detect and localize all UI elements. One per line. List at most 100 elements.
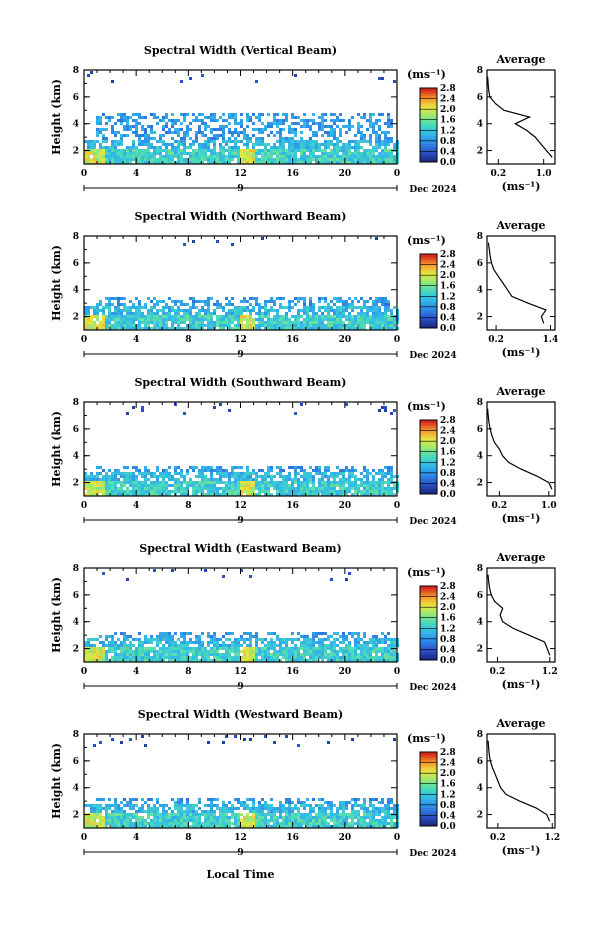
heatmap-cell	[339, 327, 342, 330]
heatmap-cell	[276, 146, 279, 149]
heatmap-cell	[189, 161, 192, 164]
heatmap-cell	[156, 469, 159, 472]
heatmap-cell	[162, 321, 165, 324]
heatmap-cell	[288, 825, 291, 828]
heatmap-cell	[186, 113, 189, 116]
heatmap-cell	[234, 641, 237, 644]
heatmap-cell	[153, 487, 156, 490]
heatmap-cell	[255, 152, 258, 155]
heatmap-cell	[243, 137, 246, 140]
heatmap-cell	[273, 653, 276, 656]
heatmap-cell	[264, 155, 267, 158]
heatmap-cell	[285, 481, 288, 484]
heatmap-cell	[159, 804, 162, 807]
heatmap-cell	[216, 300, 219, 303]
heatmap-cell	[144, 306, 147, 309]
heatmap-cell	[369, 297, 372, 300]
heatmap-cell	[156, 324, 159, 327]
colorbar-tick-label: 0.4	[440, 147, 456, 157]
panel-2	[83, 401, 556, 523]
heatmap-cell	[153, 146, 156, 149]
heatmap-cell	[189, 819, 192, 822]
heatmap-cell	[372, 113, 375, 116]
heatmap-cell	[156, 466, 159, 469]
heatmap-cell	[177, 300, 180, 303]
heatmap-cell	[315, 490, 318, 493]
heatmap-cell	[321, 119, 324, 122]
heatmap-cell	[309, 306, 312, 309]
heatmap-cell	[366, 312, 369, 315]
heatmap-cell	[240, 155, 243, 158]
heatmap-cell	[282, 161, 285, 164]
heatmap-cell	[120, 490, 123, 493]
heatmap-cell	[294, 819, 297, 822]
heatmap-cell	[339, 647, 342, 650]
heatmap-cell	[168, 155, 171, 158]
x-tick-label: 16	[286, 501, 299, 511]
heatmap-cell	[363, 647, 366, 650]
heatmap-cell	[327, 638, 330, 641]
heatmap-cell	[123, 819, 126, 822]
heatmap-cell	[261, 155, 264, 158]
heatmap-cell	[294, 638, 297, 641]
heatmap-cell	[114, 475, 117, 478]
heatmap-cell	[369, 119, 372, 122]
heatmap-cell	[123, 306, 126, 309]
heatmap-cell	[183, 659, 186, 662]
heatmap-cell	[345, 324, 348, 327]
heatmap-cell	[270, 632, 273, 635]
heatmap-cell	[201, 146, 204, 149]
heatmap-cell	[180, 798, 183, 801]
avg-x-label: (ms⁻¹)	[502, 180, 541, 193]
heatmap-cell	[237, 490, 240, 493]
heatmap-cell	[219, 324, 222, 327]
heatmap-cell	[219, 161, 222, 164]
heatmap-cell	[144, 744, 147, 747]
heatmap-cell	[285, 656, 288, 659]
heatmap-cell	[183, 243, 186, 246]
heatmap-cell	[324, 656, 327, 659]
heatmap-cell	[180, 644, 183, 647]
heatmap-cell	[192, 149, 195, 152]
heatmap-cell	[339, 807, 342, 810]
x-tick-label: 12	[234, 335, 247, 345]
heatmap-cell	[108, 644, 111, 647]
heatmap-cell	[102, 481, 105, 484]
y-tick-label: 6	[73, 591, 79, 601]
heatmap-cell	[162, 140, 165, 143]
heatmap-cell	[249, 644, 252, 647]
heatmap-cell	[171, 798, 174, 801]
heatmap-cell	[192, 113, 195, 116]
heatmap-cell	[384, 641, 387, 644]
x-tick-label: 16	[286, 335, 299, 345]
heatmap-cell	[186, 659, 189, 662]
heatmap-cell	[180, 810, 183, 813]
heatmap-cell	[327, 140, 330, 143]
heatmap-cell	[276, 656, 279, 659]
heatmap-cell	[246, 146, 249, 149]
heatmap-cell	[267, 143, 270, 146]
heatmap-cell	[363, 656, 366, 659]
heatmap-cell	[111, 161, 114, 164]
heatmap-cell	[120, 149, 123, 152]
heatmap-cell	[354, 659, 357, 662]
heatmap-cell	[174, 318, 177, 321]
heatmap-cell	[165, 804, 168, 807]
heatmap-cell	[309, 650, 312, 653]
heatmap-cell	[192, 240, 195, 243]
heatmap-cell	[297, 297, 300, 300]
heatmap-cell	[135, 297, 138, 300]
heatmap-cell	[162, 475, 165, 478]
heatmap-cell	[123, 297, 126, 300]
heatmap-cell	[324, 810, 327, 813]
heatmap-cell	[150, 315, 153, 318]
heatmap-cell	[120, 493, 123, 496]
heatmap-cell	[150, 309, 153, 312]
heatmap-cell	[210, 819, 213, 822]
heatmap-cell	[315, 469, 318, 472]
heatmap-cell	[108, 297, 111, 300]
heatmap-cell	[168, 158, 171, 161]
heatmap-cell	[327, 146, 330, 149]
heatmap-cell	[366, 318, 369, 321]
heatmap-cell	[315, 804, 318, 807]
